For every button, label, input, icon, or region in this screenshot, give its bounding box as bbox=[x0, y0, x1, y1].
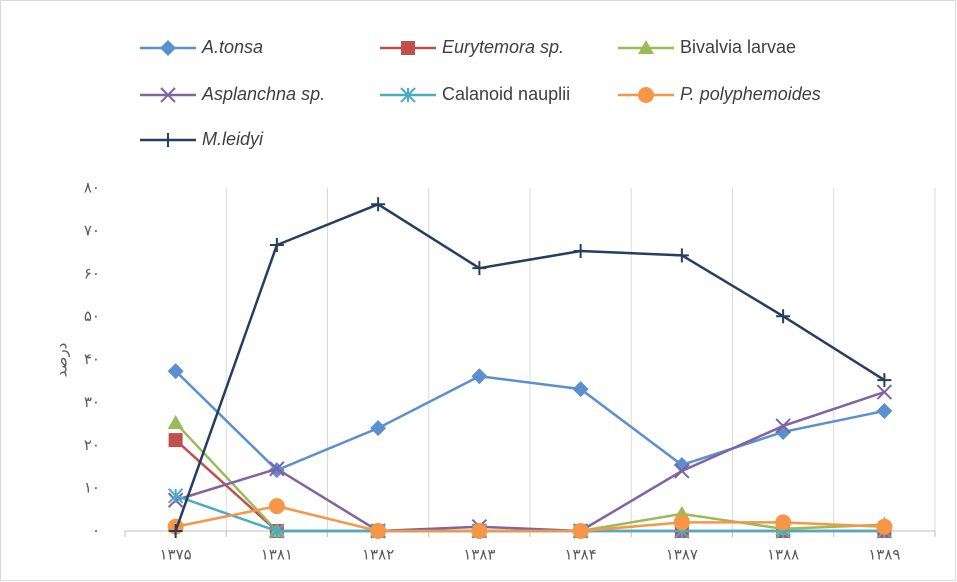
data-point bbox=[876, 384, 893, 400]
legend-label: Eurytemora sp. bbox=[442, 37, 564, 57]
legend-label: Asplanchna sp. bbox=[201, 84, 325, 104]
data-point bbox=[167, 363, 184, 380]
legend-marker bbox=[401, 41, 415, 55]
x-tick-label: ۱۳۸۸ bbox=[767, 546, 799, 564]
y-axis-label: درصد bbox=[53, 343, 71, 378]
data-point bbox=[268, 498, 285, 515]
legend-label: Bivalvia larvae bbox=[680, 37, 796, 57]
x-tick-label: ۱۳۸۴ bbox=[565, 546, 597, 564]
y-tick-label: ۳۰ bbox=[84, 393, 100, 411]
data-point bbox=[370, 420, 387, 437]
series-line bbox=[175, 390, 885, 533]
data-point bbox=[471, 368, 488, 385]
data-point bbox=[269, 461, 285, 477]
data-point bbox=[876, 518, 893, 535]
y-tick-label: ۴۰ bbox=[84, 350, 100, 368]
y-tick-label: ۸۰ bbox=[84, 179, 100, 197]
data-point bbox=[776, 309, 791, 324]
y-tick-label: ۱۰ bbox=[84, 479, 100, 497]
series-line bbox=[174, 202, 886, 532]
data-point bbox=[674, 463, 690, 479]
data-point bbox=[472, 261, 487, 276]
legend-marker bbox=[400, 87, 416, 103]
data-point bbox=[269, 523, 285, 539]
legend-marker bbox=[638, 40, 654, 54]
y-tick-label: ۲۰ bbox=[84, 436, 100, 454]
data-point bbox=[877, 373, 892, 388]
y-tick-label: ۰ bbox=[92, 522, 100, 540]
y-tick-label: ۵۰ bbox=[84, 307, 100, 325]
series-line bbox=[174, 370, 885, 472]
data-point bbox=[674, 248, 689, 263]
y-tick-label: ۶۰ bbox=[84, 264, 100, 282]
legend-label: M.leidyi bbox=[202, 129, 264, 149]
x-tick-label: ۱۳۸۹ bbox=[868, 546, 900, 564]
x-tick-label: ۱۳۸۲ bbox=[362, 546, 394, 564]
legend-label: A.tonsa bbox=[201, 37, 263, 57]
data-point bbox=[572, 523, 589, 539]
x-tick-label: ۱۳۸۷ bbox=[666, 546, 698, 564]
data-point bbox=[876, 402, 893, 419]
data-point bbox=[168, 524, 183, 538]
data-point bbox=[167, 488, 184, 504]
data-point bbox=[572, 381, 589, 398]
legend-marker bbox=[160, 40, 176, 56]
data-point bbox=[370, 523, 387, 539]
y-tick-label: ۷۰ bbox=[84, 221, 100, 239]
legend-marker bbox=[161, 133, 175, 147]
legend-label: Calanoid nauplii bbox=[442, 84, 570, 104]
x-tick-label: ۱۳۸۳ bbox=[463, 546, 495, 564]
legend-marker bbox=[160, 87, 176, 103]
x-tick-label: ۱۳۸۱ bbox=[261, 546, 293, 564]
data-point bbox=[167, 414, 184, 429]
data-point bbox=[673, 514, 690, 531]
data-point bbox=[371, 197, 386, 212]
data-point bbox=[471, 523, 488, 539]
data-point bbox=[269, 238, 284, 253]
data-point bbox=[168, 433, 183, 448]
data-point bbox=[775, 418, 791, 434]
legend-marker bbox=[638, 87, 654, 103]
series-line bbox=[175, 504, 885, 533]
legend-label: P. polyphemoides bbox=[680, 84, 821, 104]
x-tick-label: ۱۳۷۵ bbox=[160, 546, 192, 564]
data-point bbox=[573, 244, 588, 259]
data-point bbox=[775, 514, 792, 531]
